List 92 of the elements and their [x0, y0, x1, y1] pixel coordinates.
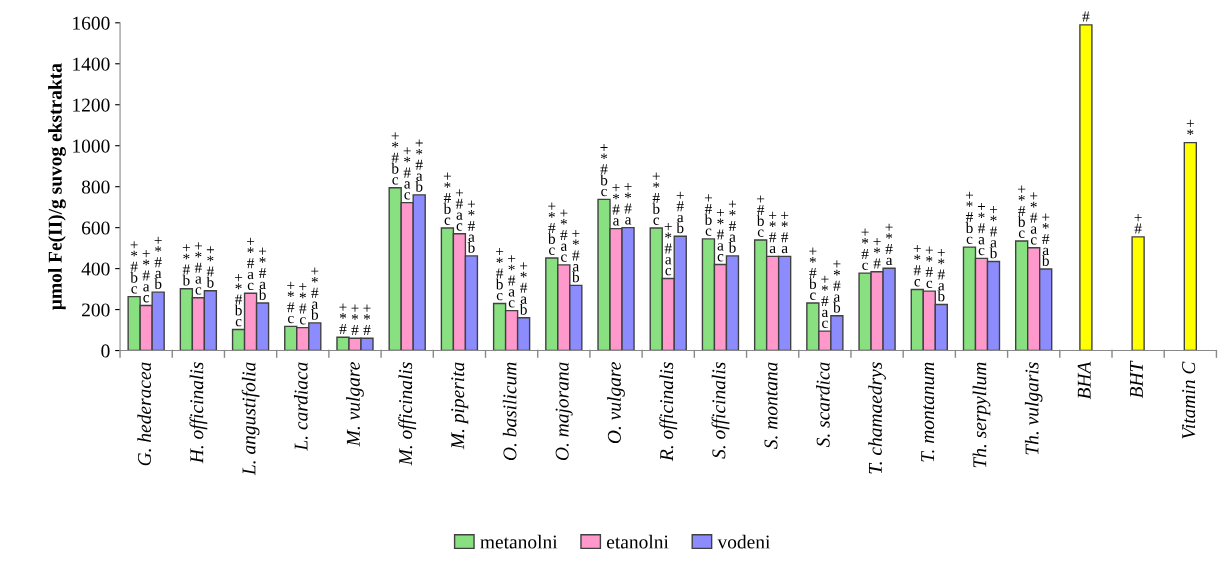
x-tick-label: R. officinalis — [659, 362, 678, 462]
data-label: + * # — [351, 304, 359, 336]
data-label: + * # a c — [194, 242, 202, 295]
data-label: + * # b c — [495, 248, 504, 301]
data-label: + * # a b — [989, 206, 998, 259]
data-label: + * # c — [861, 228, 869, 271]
data-label: + * # a b — [467, 200, 475, 253]
data-label: + * # b c — [809, 247, 817, 300]
x-tick-label: H. officinalis — [189, 362, 208, 464]
data-label: + * # a b — [937, 249, 945, 302]
data-label: + * # b c — [1017, 185, 1026, 238]
legend-label: etanolni — [607, 534, 669, 549]
data-label: + * # a b — [572, 229, 580, 283]
data-label: + * # a — [624, 183, 632, 225]
data-label: + * # b c — [234, 274, 243, 327]
data-label: + * # a — [769, 211, 777, 254]
data-label: + * # a — [612, 184, 620, 226]
x-tick-label: O. vulgare — [607, 362, 625, 444]
data-label: + * # a c — [821, 275, 829, 328]
data-label: + * # a — [885, 223, 893, 266]
data-label: + * # b c — [652, 172, 660, 225]
data-label: + * # a b — [415, 139, 423, 192]
x-tick-label: T. chamaedrys — [868, 362, 886, 474]
data-label: + # b c — [756, 195, 765, 237]
data-label: + * # a c — [664, 223, 672, 276]
data-label: + * # a c — [1030, 192, 1038, 245]
data-label: + * # a b — [728, 200, 737, 253]
data-label: + * # a b — [258, 247, 267, 300]
data-label: + # a c — [455, 189, 463, 231]
x-tick-label: BHT — [1130, 360, 1143, 399]
bar — [1079, 24, 1093, 351]
x-tick-label: Vitamin C — [1182, 361, 1196, 439]
x-tick-label: BHA — [1077, 361, 1091, 400]
x-tick-label: G. hederacea — [137, 362, 152, 466]
y-tick-label: 1400 — [73, 57, 110, 71]
x-tick-label: S. montana — [764, 362, 778, 449]
data-label: + * # a b — [1041, 213, 1050, 266]
data-label: + * # c — [913, 244, 921, 287]
data-label: + * # b c — [965, 191, 974, 244]
x-tick-label: S. scardica — [816, 362, 830, 448]
x-tick-label: L. angustifolia — [241, 362, 260, 476]
y-tick-label: 200 — [82, 303, 110, 317]
data-label: + * # b c — [547, 202, 556, 255]
data-label: + * # c — [287, 281, 295, 324]
bar — [1131, 236, 1145, 351]
y-tick-label: 0 — [101, 344, 110, 358]
x-tick-label: S. officinalis — [711, 362, 730, 459]
x-tick-label: M. officinalis — [398, 362, 417, 466]
data-label: + * # a b — [519, 262, 528, 315]
data-label: + * # a c — [142, 250, 150, 303]
x-tick-label: O. majorana — [555, 362, 573, 461]
data-label: + * # b — [182, 244, 190, 286]
data-label: + * # b c — [130, 241, 138, 294]
x-tick-label: L. cardiaca — [293, 362, 308, 451]
y-tick-label: 1200 — [73, 98, 110, 112]
y-axis-title: µmol Fe(II)/g suvog ekstrakta — [48, 63, 66, 310]
data-label: + * # — [363, 304, 371, 336]
data-label: # — [1082, 11, 1090, 22]
data-label: + * # a b — [833, 260, 841, 313]
data-label: + # a b — [676, 191, 684, 234]
x-tick-label: O. basilicum — [502, 362, 517, 461]
y-tick-label: 600 — [82, 221, 110, 235]
data-label: + # — [1134, 214, 1142, 234]
data-label: + * # b c — [600, 143, 608, 197]
data-label: + * # a b — [154, 236, 162, 290]
x-tick-label: Th. vulgaris — [1024, 362, 1043, 455]
legend-label: vodeni — [717, 534, 771, 549]
x-tick-label: M. piperita — [451, 362, 469, 450]
data-label: + * # a c — [403, 147, 411, 200]
data-label: + # b c — [704, 194, 712, 236]
legend-label: metanolni — [480, 534, 558, 549]
data-label: + * # a c — [508, 255, 516, 308]
data-label: + * # — [873, 238, 881, 269]
x-tick-label: M. vulgare — [346, 362, 364, 447]
bar — [1183, 141, 1198, 351]
data-label: + * # a c — [560, 209, 568, 262]
data-label: + * # b c — [443, 172, 451, 225]
data-label: + * — [1186, 119, 1194, 135]
y-tick-label: 1600 — [73, 16, 110, 30]
data-label: + * # a c — [716, 209, 725, 262]
data-label: + * # b c — [391, 132, 399, 185]
y-tick-label: 800 — [81, 180, 110, 194]
data-label: + * # c — [925, 246, 933, 289]
y-tick-label: 400 — [81, 262, 110, 276]
data-label: + * # a c — [247, 237, 255, 291]
data-label: + * # a — [781, 211, 789, 254]
x-tick-label: Th. serpyllum — [972, 362, 991, 468]
data-label: + * # — [339, 303, 347, 334]
x-tick-label: T. montanum — [921, 362, 935, 462]
data-label: + * # c — [299, 283, 307, 325]
y-tick-label: 1000 — [73, 139, 110, 153]
data-label: + * # a c — [977, 202, 986, 256]
